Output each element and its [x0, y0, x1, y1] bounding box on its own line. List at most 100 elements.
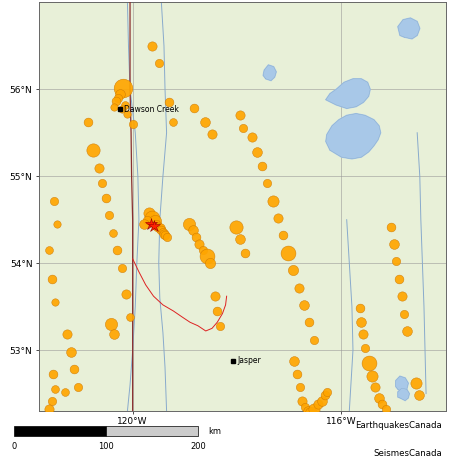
Point — [233, 223, 240, 230]
Point — [274, 214, 282, 222]
Point — [382, 405, 389, 413]
Point — [298, 397, 306, 404]
Point — [126, 313, 134, 321]
Point — [158, 226, 165, 234]
Point — [189, 226, 196, 234]
Point — [318, 397, 325, 404]
Point — [365, 360, 372, 367]
Point — [141, 220, 148, 228]
Point — [124, 110, 131, 117]
Point — [159, 228, 167, 235]
Point — [196, 241, 203, 248]
Point — [191, 105, 198, 112]
Point — [162, 232, 169, 239]
Point — [120, 84, 127, 91]
Point — [51, 197, 58, 204]
Point — [253, 148, 261, 156]
Point — [296, 383, 303, 390]
Point — [295, 284, 302, 291]
Point — [311, 336, 318, 343]
Point — [151, 218, 158, 225]
Point — [149, 214, 156, 222]
Text: Jasper: Jasper — [237, 356, 261, 365]
Point — [102, 194, 109, 202]
Point — [67, 348, 75, 355]
Point — [61, 388, 68, 396]
Point — [304, 407, 311, 415]
Point — [314, 400, 322, 408]
Point — [390, 241, 397, 248]
Text: km: km — [208, 426, 221, 436]
Point — [208, 131, 216, 138]
Point — [360, 331, 367, 338]
Point — [311, 405, 318, 413]
Point — [48, 275, 56, 283]
Point — [291, 357, 298, 364]
Polygon shape — [398, 389, 410, 401]
Point — [64, 331, 71, 338]
Point — [149, 42, 156, 50]
Point — [129, 120, 136, 128]
Point — [258, 162, 266, 170]
Point — [119, 106, 126, 113]
Point — [193, 234, 200, 241]
Bar — [106, 426, 198, 436]
Point — [109, 229, 116, 236]
Point — [48, 397, 56, 404]
Point — [201, 119, 208, 126]
Point — [264, 179, 271, 187]
Point — [393, 258, 400, 265]
Point — [50, 371, 57, 378]
Point — [144, 216, 151, 223]
Point — [163, 234, 170, 241]
Point — [199, 247, 207, 254]
Point — [99, 179, 106, 187]
Point — [203, 253, 210, 260]
Point — [300, 301, 308, 309]
Point — [114, 94, 121, 102]
Text: SeismesCanada: SeismesCanada — [373, 449, 442, 458]
Polygon shape — [263, 65, 276, 81]
Point — [395, 275, 403, 283]
Point — [361, 345, 369, 352]
Point — [154, 223, 162, 230]
Point — [119, 264, 126, 271]
Point — [90, 146, 97, 154]
Point — [269, 197, 276, 204]
Text: Dawson Creek: Dawson Creek — [124, 105, 179, 114]
Point — [217, 322, 224, 330]
Point — [74, 383, 81, 390]
Point — [284, 249, 292, 256]
Point — [356, 304, 364, 312]
Point — [185, 220, 192, 228]
Point — [112, 97, 120, 104]
Point — [212, 292, 219, 300]
Point — [379, 400, 386, 408]
Point — [52, 298, 59, 306]
Point — [290, 266, 297, 274]
Point — [412, 379, 419, 387]
Point — [403, 327, 410, 335]
Point — [146, 209, 153, 217]
Polygon shape — [326, 79, 370, 108]
Point — [372, 383, 379, 390]
Point — [107, 320, 114, 328]
Point — [305, 318, 313, 326]
Point — [85, 119, 92, 126]
Point — [46, 247, 53, 254]
Point — [113, 247, 121, 254]
Point — [293, 371, 301, 378]
Point — [52, 385, 59, 393]
Point — [71, 366, 78, 373]
Point — [398, 292, 405, 300]
Point — [323, 388, 330, 396]
Polygon shape — [398, 18, 420, 39]
Point — [46, 405, 53, 413]
Point — [53, 220, 61, 228]
Point — [156, 225, 163, 232]
Text: 200: 200 — [191, 442, 206, 451]
Point — [248, 134, 255, 141]
Point — [321, 391, 329, 399]
Point — [95, 164, 102, 171]
Point — [388, 223, 395, 230]
